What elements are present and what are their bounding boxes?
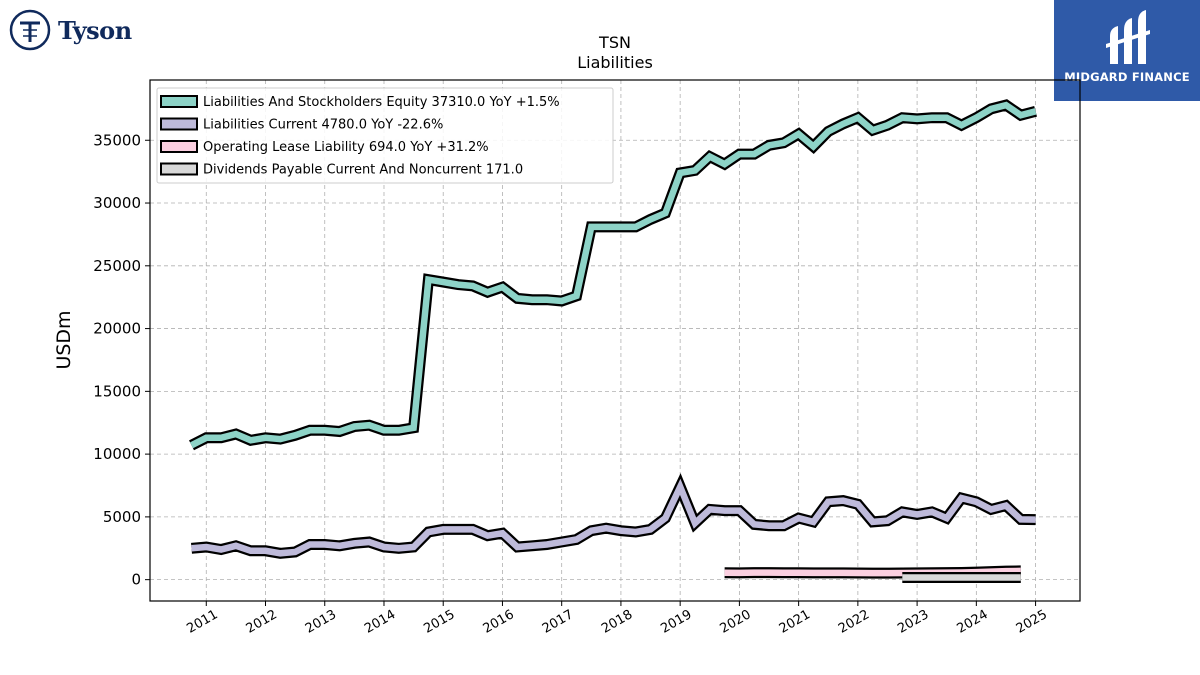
x-tick-label: 2012 (244, 607, 280, 637)
legend-label: Liabilities Current 4780.0 YoY -22.6% (203, 118, 443, 133)
tyson-emblem-icon (9, 9, 51, 51)
x-tick-label: 2011 (184, 607, 220, 637)
chart-subtitle: Liabilities (577, 53, 653, 72)
x-tick-label: 2024 (955, 607, 991, 637)
y-tick-label: 5000 (103, 508, 141, 526)
x-tick-label: 2021 (777, 607, 813, 637)
y-tick-label: 0 (131, 571, 141, 589)
legend-box (156, 87, 614, 184)
midgard-emblem-icon (1106, 10, 1150, 64)
x-tick-label: 2017 (540, 607, 576, 637)
y-tick-label: 25000 (93, 257, 141, 275)
x-tick-label: 2015 (421, 607, 457, 637)
legend-swatch (160, 95, 198, 108)
legend-swatch (160, 117, 198, 131)
tyson-logo (6, 6, 146, 52)
plot-frame (149, 79, 1081, 602)
y-tick-label: 15000 (93, 382, 141, 400)
y-tick-label: 20000 (93, 320, 141, 338)
x-tick-label: 2014 (362, 607, 398, 637)
tyson-wordmark: Tyson (58, 16, 132, 45)
series-line-core (190, 101, 1037, 449)
x-tick-label: 2016 (481, 607, 517, 637)
y-tick-label: 30000 (93, 194, 141, 212)
series-1-line (189, 99, 1038, 451)
x-tick-label: 2025 (1014, 607, 1050, 637)
x-tick-label: 2023 (895, 607, 931, 637)
midgard-finance-logo: MIDGARD FINANCE (1054, 0, 1200, 101)
y-tick-label: 35000 (93, 131, 141, 149)
midgard-wordmark: MIDGARD FINANCE (1064, 70, 1190, 84)
axis-ticks: 0 5000 10000 15000 20000 25000 30000 35000 2011 2… (93, 131, 1050, 636)
series-lines (189, 99, 1038, 583)
x-tick-label: 2018 (599, 607, 635, 637)
chart-title: TSN (598, 33, 631, 52)
x-tick-label: 2019 (658, 607, 694, 637)
y-tick-label: 10000 (93, 445, 141, 463)
legend-swatch (160, 140, 198, 153)
x-tick-label: 2020 (718, 607, 754, 637)
legend: Liabilities And Stockholders Equity 3731… (156, 87, 614, 184)
legend-label: Liabilities And Stockholders Equity 3731… (203, 95, 560, 110)
series-line-core (191, 478, 1036, 557)
legend-label: Operating Lease Liability 694.0 YoY +31.… (203, 140, 489, 155)
legend-label: Dividends Payable Current And Noncurrent… (203, 163, 523, 178)
y-axis-label: USDm (53, 310, 75, 369)
legend-swatch (160, 162, 198, 176)
x-tick-label: 2022 (836, 607, 872, 637)
series-2-line (191, 473, 1036, 559)
x-tick-label: 2013 (303, 607, 339, 637)
